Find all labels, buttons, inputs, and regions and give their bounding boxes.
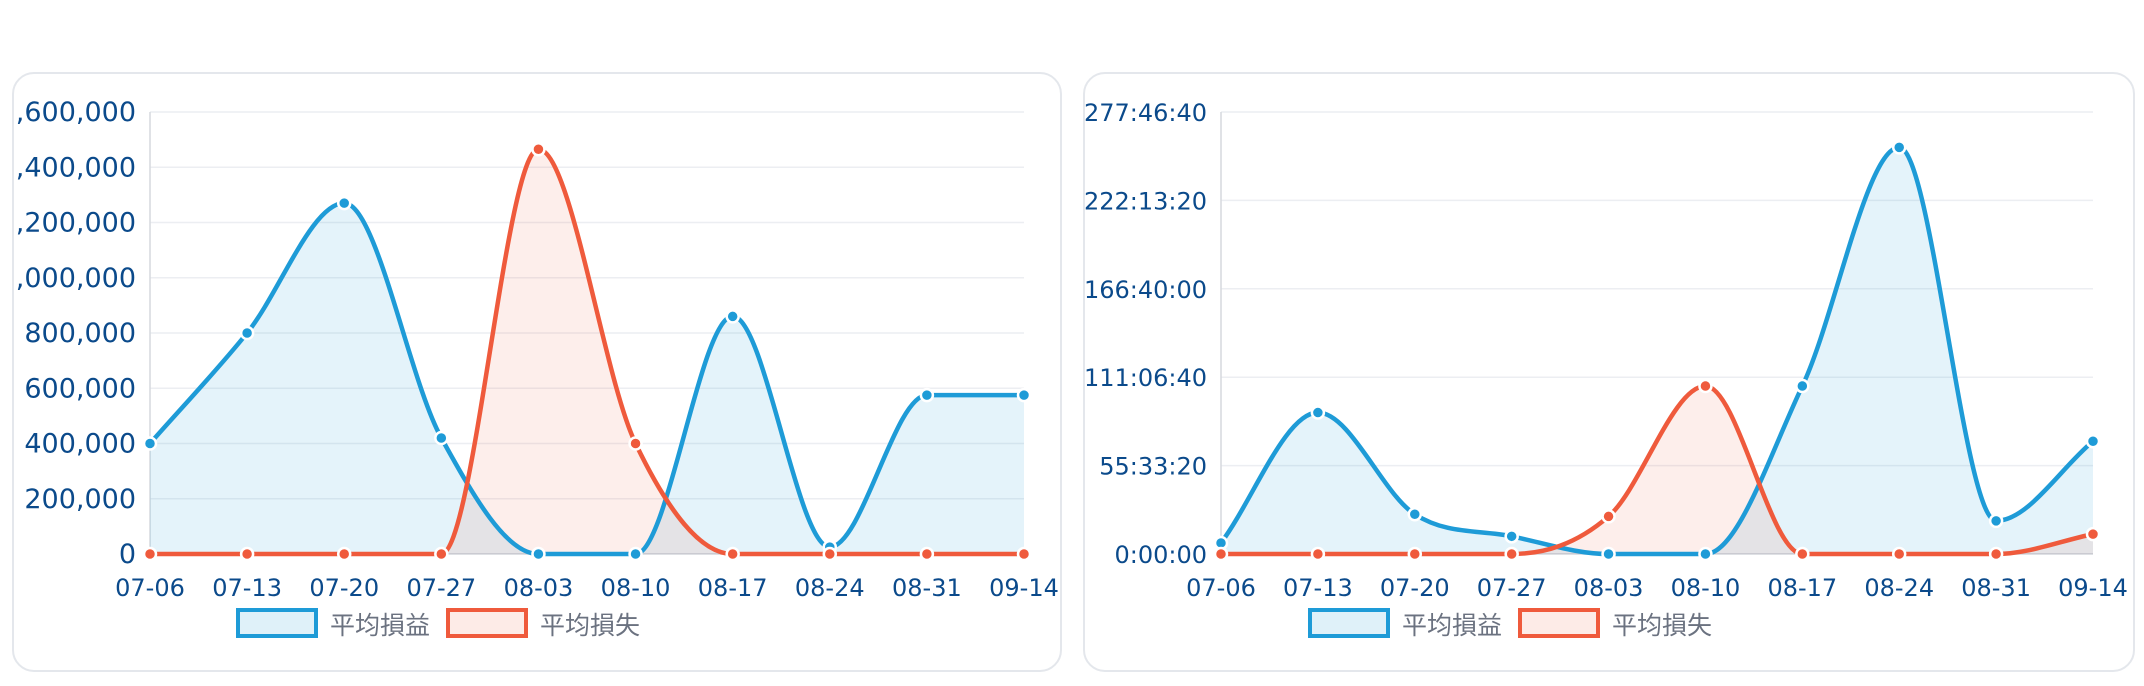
- data-point[interactable]: [1504, 546, 1519, 562]
- x-tick-label: 08-31: [1961, 574, 2031, 602]
- data-point[interactable]: [336, 546, 352, 562]
- x-tick-label: 08-31: [892, 574, 962, 602]
- legend-label[interactable]: 平均損失: [1612, 611, 1712, 640]
- data-point[interactable]: [2085, 434, 2101, 449]
- data-point[interactable]: [919, 387, 935, 403]
- data-point[interactable]: [531, 546, 546, 562]
- data-point[interactable]: [142, 436, 158, 451]
- y-tick-label: 1,200,000: [14, 208, 136, 239]
- data-point[interactable]: [1310, 546, 1326, 562]
- data-point[interactable]: [1601, 509, 1616, 524]
- data-point[interactable]: [434, 546, 449, 562]
- legend-swatch[interactable]: [446, 608, 528, 638]
- legend-swatch[interactable]: [1518, 608, 1600, 638]
- y-tick-label: 1,000,000: [14, 263, 136, 294]
- data-point[interactable]: [2085, 526, 2101, 542]
- data-point[interactable]: [1698, 378, 1713, 394]
- series-area: [150, 149, 1024, 554]
- data-point[interactable]: [1310, 405, 1326, 420]
- data-point[interactable]: [336, 195, 352, 211]
- x-tick-label: 08-03: [504, 574, 574, 602]
- data-point[interactable]: [628, 546, 643, 562]
- series-line: [1218, 145, 2096, 557]
- chart-panel-right: 0:00:00 55:33:20 111:06:40 166:40:00 222:13:…: [1083, 72, 2135, 672]
- data-point[interactable]: [1407, 506, 1423, 522]
- data-point[interactable]: [1795, 378, 1810, 394]
- x-tick-label: 09-14: [2058, 574, 2128, 602]
- x-tick-label: 08-17: [698, 574, 768, 602]
- data-point[interactable]: [1891, 140, 1907, 155]
- x-tick-label: 07-27: [1477, 574, 1547, 602]
- data-point[interactable]: [1698, 546, 1713, 562]
- y-tick-label: 166:40:00: [1085, 276, 1207, 304]
- x-tick-label: 07-06: [1186, 574, 1256, 602]
- x-tick-label: 08-10: [1671, 574, 1741, 602]
- data-point[interactable]: [919, 546, 935, 562]
- x-tick-label: 07-06: [115, 574, 185, 602]
- data-point[interactable]: [142, 546, 158, 562]
- x-tick-label: 07-13: [212, 574, 282, 602]
- legend-swatch[interactable]: [236, 608, 318, 638]
- data-point[interactable]: [725, 309, 740, 324]
- legend-label[interactable]: 平均損益: [330, 611, 430, 640]
- data-point[interactable]: [1407, 546, 1423, 562]
- x-tick-label: 08-17: [1767, 574, 1837, 602]
- legend-label[interactable]: 平均損失: [540, 611, 640, 640]
- data-point[interactable]: [1016, 387, 1032, 403]
- data-point[interactable]: [1988, 513, 2004, 529]
- data-point[interactable]: [434, 430, 449, 446]
- y-tick-label: 600,000: [24, 373, 136, 404]
- series-area: [1221, 147, 2093, 555]
- y-tick-label: 111:06:40: [1085, 364, 1207, 392]
- data-point[interactable]: [1601, 546, 1616, 562]
- legend-swatch[interactable]: [1308, 608, 1390, 638]
- data-point[interactable]: [1795, 546, 1810, 562]
- y-tick-label: 400,000: [24, 429, 136, 460]
- data-point[interactable]: [1988, 546, 2004, 562]
- x-tick-label: 07-20: [1380, 574, 1450, 602]
- y-tick-label: 800,000: [24, 318, 136, 349]
- legend-label[interactable]: 平均損益: [1402, 611, 1502, 640]
- data-point[interactable]: [822, 546, 838, 562]
- x-tick-label: 08-10: [601, 574, 671, 602]
- data-point[interactable]: [628, 436, 643, 451]
- data-point[interactable]: [1213, 546, 1229, 562]
- chart-right: 0:00:00 55:33:20 111:06:40 166:40:00 222:13:…: [1085, 99, 2128, 640]
- chart-left: 0 200,000 400,000 600,000 800,000 1,000,000 1,…: [14, 97, 1059, 640]
- y-tick-label: 277:46:40: [1085, 99, 1207, 127]
- y-tick-label: 1,600,000: [14, 97, 136, 128]
- x-tick-label: 08-24: [795, 574, 865, 602]
- y-tick-label: 0:00:00: [1114, 541, 1207, 569]
- data-point[interactable]: [1891, 546, 1907, 562]
- y-tick-label: 200,000: [24, 484, 136, 515]
- chart-panel-left: 0 200,000 400,000 600,000 800,000 1,000,000 1,…: [12, 72, 1062, 672]
- x-tick-label: 08-03: [1574, 574, 1644, 602]
- x-tick-label: 09-14: [989, 574, 1059, 602]
- data-point[interactable]: [725, 546, 740, 562]
- series-area: [1221, 386, 2093, 554]
- x-tick-label: 08-24: [1864, 574, 1934, 602]
- y-tick-label: 222:13:20: [1085, 187, 1207, 215]
- x-tick-label: 07-27: [406, 574, 476, 602]
- x-tick-label: 07-20: [309, 574, 379, 602]
- series-line: [147, 200, 1027, 557]
- data-point[interactable]: [239, 546, 255, 562]
- data-point[interactable]: [239, 325, 255, 341]
- data-point[interactable]: [531, 142, 546, 157]
- data-point[interactable]: [1016, 546, 1032, 562]
- y-tick-label: 1,400,000: [14, 152, 136, 183]
- series-line: [1218, 383, 2096, 557]
- x-tick-label: 07-13: [1283, 574, 1353, 602]
- y-tick-label: 0: [119, 539, 136, 570]
- series-line: [147, 147, 1027, 557]
- series-area: [150, 203, 1024, 554]
- y-tick-label: 55:33:20: [1099, 453, 1207, 481]
- data-point[interactable]: [1504, 529, 1519, 544]
